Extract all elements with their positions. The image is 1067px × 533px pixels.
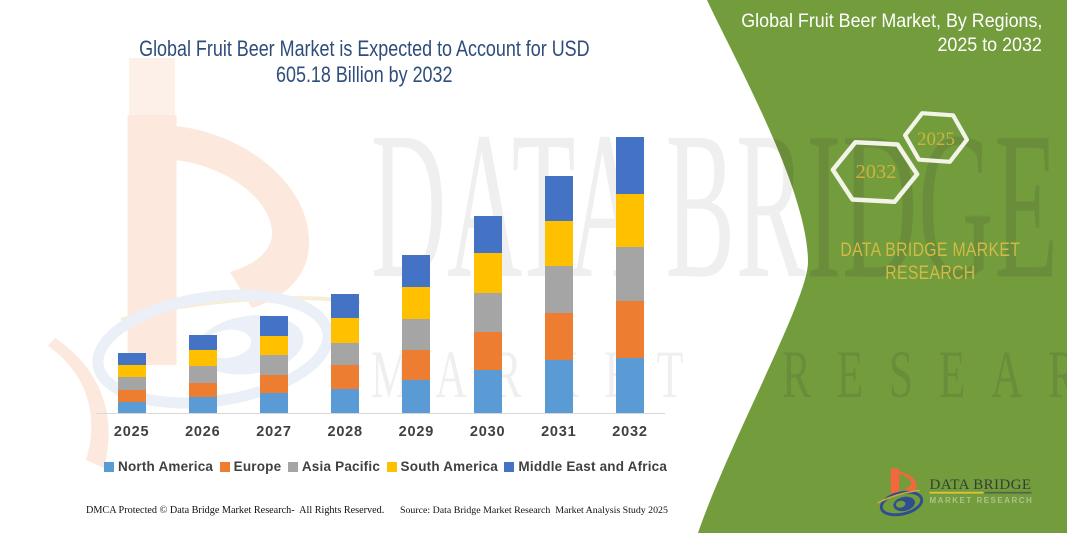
svg-text:2025: 2025 xyxy=(917,129,955,150)
svg-text:2032: 2032 xyxy=(856,161,897,183)
svg-text:MARKET RESEARCH: MARKET RESEARCH xyxy=(930,496,1034,505)
svg-text:DATA BRIDGE: DATA BRIDGE xyxy=(930,477,1032,493)
